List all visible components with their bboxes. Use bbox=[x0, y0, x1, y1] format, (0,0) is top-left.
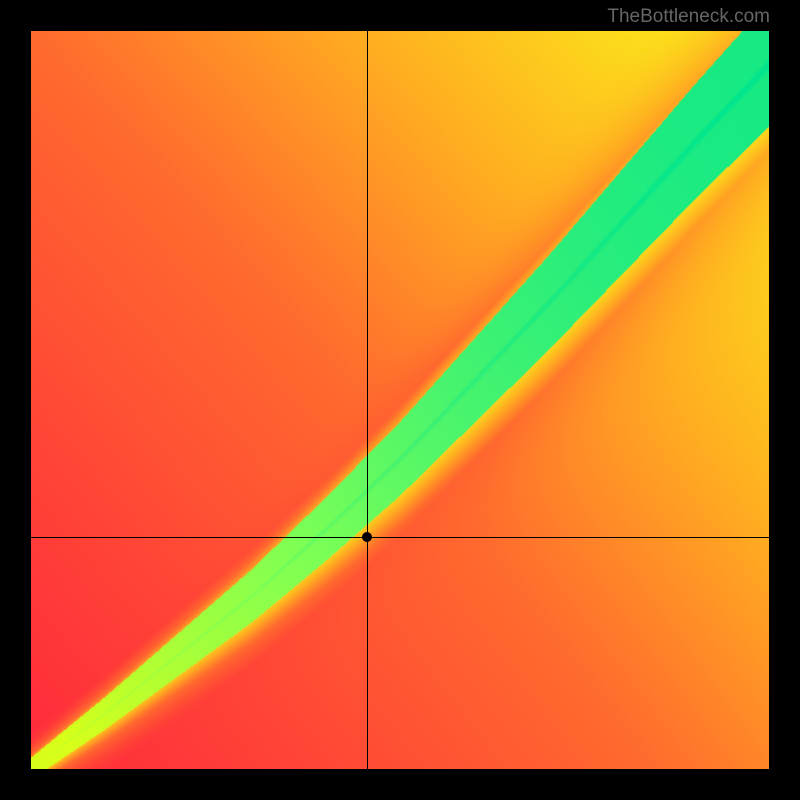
heatmap-canvas bbox=[31, 31, 769, 769]
crosshair-marker bbox=[362, 532, 372, 542]
watermark-text: TheBottleneck.com bbox=[607, 6, 770, 28]
crosshair-vertical bbox=[367, 31, 368, 769]
crosshair-horizontal bbox=[31, 537, 769, 538]
